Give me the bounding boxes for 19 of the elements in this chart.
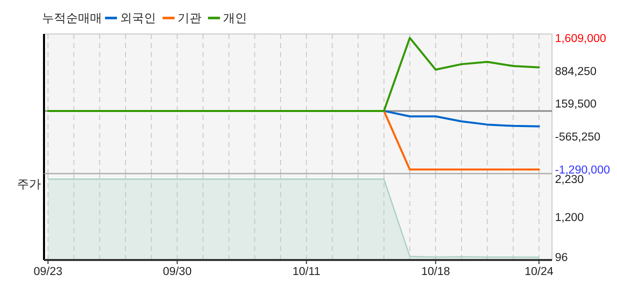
legend-label: 외국인 xyxy=(120,11,156,26)
y-tick-label: 2,230 xyxy=(555,174,584,186)
y-tick-label: 96 xyxy=(555,252,568,264)
y-tick-label: 1,200 xyxy=(555,212,584,224)
y-tick-label: 159,500 xyxy=(555,98,597,111)
legend-title: 누적순매매 xyxy=(42,11,102,26)
y-tick-label: 1,609,000 xyxy=(555,32,606,45)
y-tick-label: 884,250 xyxy=(555,66,597,78)
x-tick-label: 10/18 xyxy=(421,266,450,278)
legend-label: 기관 xyxy=(178,11,202,26)
x-tick-label: 10/11 xyxy=(292,266,320,278)
x-tick-label: 10/24 xyxy=(524,266,554,278)
y-axis-title: 주가 xyxy=(17,177,41,191)
line-series xyxy=(47,36,540,112)
y-tick-label: -565,250 xyxy=(555,132,600,144)
legend-label: 개인 xyxy=(223,11,247,26)
x-tick-label: 09/30 xyxy=(162,266,192,278)
line-series xyxy=(382,110,540,128)
x-tick-label: 09/23 xyxy=(34,266,62,278)
